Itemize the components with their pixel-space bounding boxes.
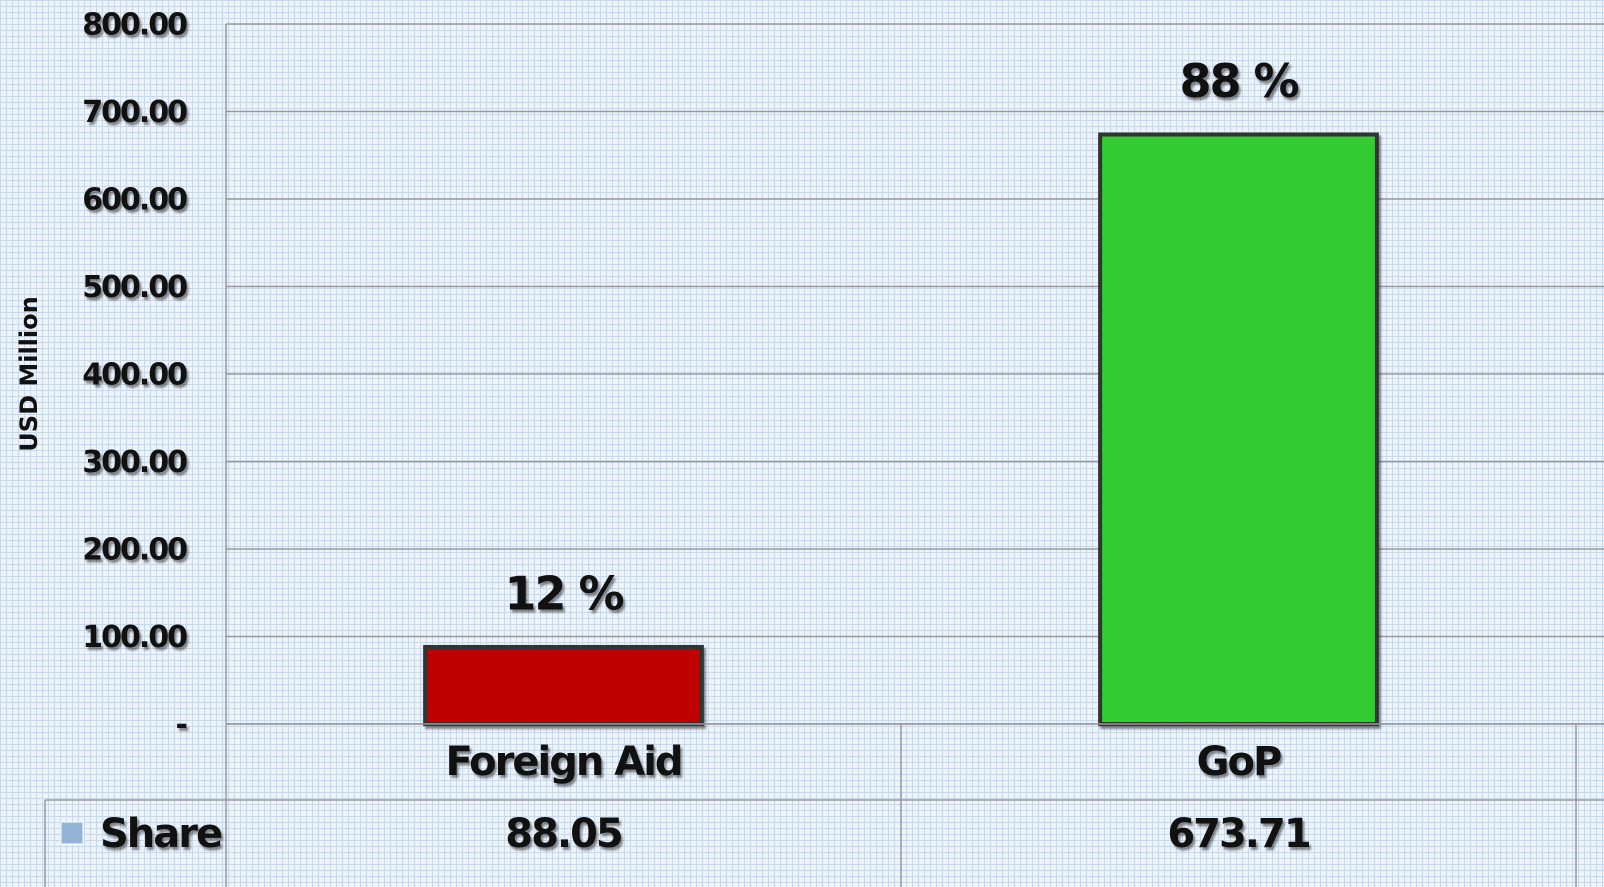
legend-swatch (60, 821, 84, 845)
y-tick-label: 200.00 (82, 533, 187, 568)
y-tick-label: - (176, 708, 187, 743)
y-tick-label: 300.00 (82, 445, 187, 480)
y-tick-label: 400.00 (82, 358, 187, 393)
y-tick-label: 500.00 (82, 270, 187, 305)
x-tick-label: GoP (1197, 739, 1281, 785)
y-tick-label: 600.00 (82, 183, 187, 218)
percent-label: 88 % (1179, 54, 1298, 108)
x-tick-label: Foreign Aid (445, 739, 681, 785)
table-value: 88.05 (505, 811, 622, 857)
y-axis-label: USD Million (15, 296, 43, 451)
table-value: 673.71 (1167, 811, 1310, 857)
y-tick-label: 700.00 (82, 95, 187, 130)
y-tick-label: 100.00 (82, 620, 187, 655)
percent-label: 12 % (504, 566, 623, 620)
y-tick-label: 800.00 (82, 8, 187, 43)
legend-label: Share (100, 811, 222, 857)
bar (1098, 132, 1379, 727)
bar (423, 644, 704, 726)
